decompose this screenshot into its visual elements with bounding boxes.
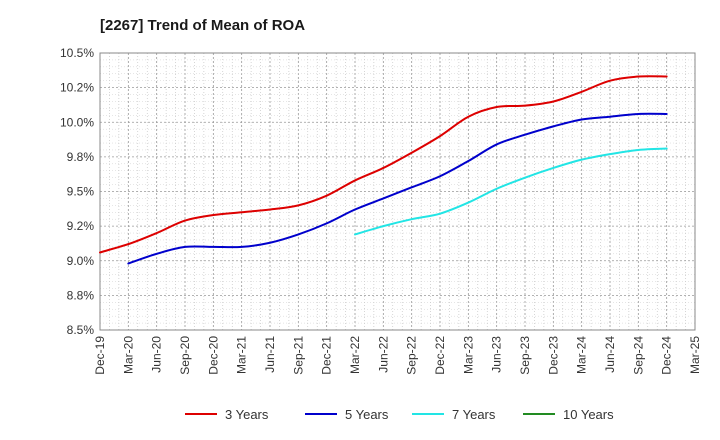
legend-label: 10 Years	[563, 407, 614, 422]
x-tick-label: Dec-24	[660, 336, 674, 375]
x-tick-label: Sep-23	[518, 336, 532, 375]
x-tick-label: Dec-23	[546, 336, 560, 375]
x-tick-label: Dec-22	[433, 336, 447, 375]
x-tick-label: Mar-24	[575, 336, 589, 374]
x-tick-label: Dec-20	[206, 336, 220, 375]
x-tick-label: Sep-20	[178, 336, 192, 375]
x-tick-label: Sep-21	[291, 336, 305, 375]
y-tick-label: 10.2%	[60, 81, 94, 95]
y-tick-label: 10.5%	[60, 46, 94, 60]
legend-label: 3 Years	[225, 407, 269, 422]
x-tick-label: Jun-20	[150, 336, 164, 373]
y-tick-label: 9.5%	[67, 185, 95, 199]
x-tick-label: Jun-24	[603, 336, 617, 373]
x-tick-label: Sep-24	[631, 336, 645, 375]
x-tick-label: Jun-22	[376, 336, 390, 373]
y-axis-ticks: 8.5% 8.8% 9.0% 9.2% 9.5% 9.8% 10.0% 10.2% 10.5%	[60, 46, 94, 337]
legend-label: 7 Years	[452, 407, 496, 422]
x-axis-ticks: Dec-19 Mar-20 Jun-20 Sep-20 Dec-20 Mar-21 Jun-…	[93, 336, 702, 375]
x-tick-label: Mar-21	[235, 336, 249, 374]
x-tick-label: Mar-22	[348, 336, 362, 374]
x-tick-label: Dec-21	[320, 336, 334, 375]
y-tick-label: 9.8%	[67, 150, 95, 164]
series-line-1	[99, 75, 668, 254]
x-tick-label: Mar-25	[688, 336, 702, 374]
y-tick-label: 8.5%	[67, 323, 95, 337]
chart-title: [2267] Trend of Mean of ROA	[100, 17, 305, 34]
y-tick-label: 8.8%	[67, 288, 95, 302]
x-tick-label: Mar-20	[121, 336, 135, 374]
x-tick-label: Sep-22	[405, 336, 419, 375]
x-tick-label: Dec-19	[93, 336, 107, 375]
x-tick-label: Jun-23	[490, 336, 504, 373]
y-tick-label: 9.2%	[67, 219, 95, 233]
series-line-2	[127, 112, 668, 265]
gridlines	[100, 53, 695, 330]
series-line-3	[354, 147, 668, 236]
plot-frame	[99, 52, 696, 331]
legend: 3 Years 5 Years 7 Years 10 Years	[185, 407, 614, 422]
x-tick-label: Mar-23	[461, 336, 475, 374]
y-tick-label: 10.0%	[60, 115, 94, 129]
y-tick-label: 9.0%	[67, 254, 95, 268]
x-tick-label: Jun-21	[263, 336, 277, 373]
series-lines	[99, 75, 668, 265]
legend-label: 5 Years	[345, 407, 389, 422]
